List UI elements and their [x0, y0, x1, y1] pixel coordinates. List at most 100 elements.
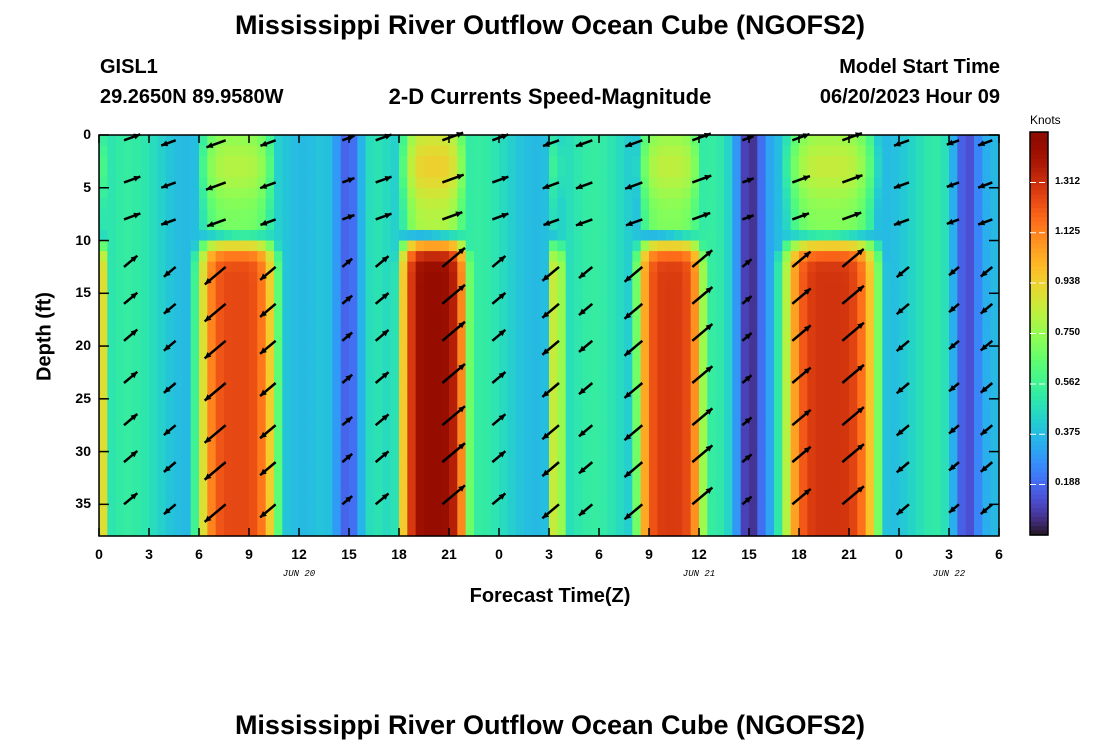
date-label: JUN 22 [932, 569, 966, 579]
heat-cell [674, 145, 683, 157]
current-arrow-head [949, 506, 956, 513]
heat-cell [674, 229, 683, 242]
heat-cell [882, 198, 892, 210]
heat-cell [340, 261, 350, 273]
heat-cell [632, 483, 642, 495]
heat-cell [582, 377, 592, 389]
heat-cell [915, 177, 925, 189]
heat-cell [690, 430, 700, 442]
heat-cell [507, 525, 517, 537]
heat-cell [582, 419, 592, 432]
heat-cell [799, 451, 808, 463]
heat-cell [257, 514, 267, 527]
heat-cell [799, 261, 808, 273]
heat-cell [165, 145, 175, 157]
heat-cell [815, 208, 825, 221]
heat-cell [182, 493, 192, 505]
heat-cell [732, 472, 742, 484]
heat-cell [324, 430, 333, 442]
heat-cell [257, 367, 267, 379]
current-arrow-head [347, 214, 355, 221]
heat-cell [440, 208, 450, 221]
heat-cell [924, 166, 933, 178]
heat-cell [757, 419, 767, 432]
heat-cell [890, 441, 900, 453]
heat-cell [957, 388, 967, 400]
x-tick-label: 18 [391, 546, 407, 562]
heat-cell [407, 187, 417, 199]
heat-cell [349, 219, 358, 231]
heat-cell [507, 156, 517, 168]
heat-cell [174, 314, 183, 326]
heat-cell [399, 187, 408, 199]
heat-cell [549, 377, 558, 389]
heat-cell [624, 324, 633, 337]
heat-cell [532, 346, 542, 358]
heat-cell [882, 282, 892, 294]
heat-cell [699, 377, 708, 389]
heat-cell [665, 430, 675, 442]
heat-cell [949, 177, 958, 189]
heat-cell [665, 472, 675, 484]
heat-cell [174, 346, 183, 358]
heat-cell [265, 282, 275, 294]
heat-cell [915, 472, 925, 484]
heat-cell [257, 145, 267, 157]
heat-cell [874, 493, 883, 505]
heat-cell [657, 419, 667, 432]
heat-cell [199, 335, 208, 347]
heat-cell [957, 187, 967, 199]
current-arrow-head [949, 384, 956, 392]
heat-cell [265, 493, 275, 505]
heat-cell [249, 198, 258, 210]
heat-cell [549, 240, 558, 252]
heat-cell [549, 261, 558, 273]
heat-cell [215, 187, 225, 199]
heat-cell [274, 156, 283, 168]
heat-cell [407, 145, 417, 157]
heat-cell [557, 282, 567, 294]
heat-cell [882, 388, 892, 400]
heat-cell [882, 504, 892, 516]
heat-cell [407, 504, 417, 516]
heat-cell [165, 525, 175, 537]
heat-cell [507, 388, 517, 400]
heat-cell [815, 177, 825, 189]
heat-cell [907, 324, 917, 337]
heat-cell [565, 346, 575, 358]
heat-cell [732, 514, 742, 527]
heat-cell [632, 293, 642, 305]
heat-cell [874, 451, 883, 463]
heat-cell [874, 187, 883, 199]
heat-cell [407, 324, 417, 337]
heat-cell [532, 187, 542, 199]
heat-cell [607, 251, 617, 263]
heat-cell [724, 324, 733, 337]
heat-cell [615, 335, 625, 347]
heat-cell [324, 441, 333, 453]
heat-cell [799, 388, 808, 400]
station-id: GISL1 [100, 56, 158, 78]
heat-cell [149, 335, 158, 347]
heat-cell [940, 240, 950, 252]
heat-cell [874, 525, 883, 537]
heat-cell [532, 504, 542, 516]
heat-cell [799, 135, 808, 147]
heat-cell [849, 388, 858, 400]
heat-cell [415, 451, 425, 463]
heat-cell [174, 504, 183, 516]
heat-cell [907, 472, 917, 484]
heat-cell [990, 240, 1000, 252]
heat-cell [990, 303, 1000, 315]
heat-cell [115, 166, 125, 178]
heat-cell [799, 166, 808, 178]
heat-cell [340, 472, 350, 484]
heat-cell [957, 335, 967, 347]
heat-cell [874, 483, 883, 495]
heat-cell [482, 293, 492, 305]
heat-cell [424, 462, 433, 474]
heat-cell [965, 240, 975, 252]
heat-cell [115, 514, 125, 527]
colorbar-segment [1030, 373, 1048, 379]
heat-cell [774, 156, 783, 168]
